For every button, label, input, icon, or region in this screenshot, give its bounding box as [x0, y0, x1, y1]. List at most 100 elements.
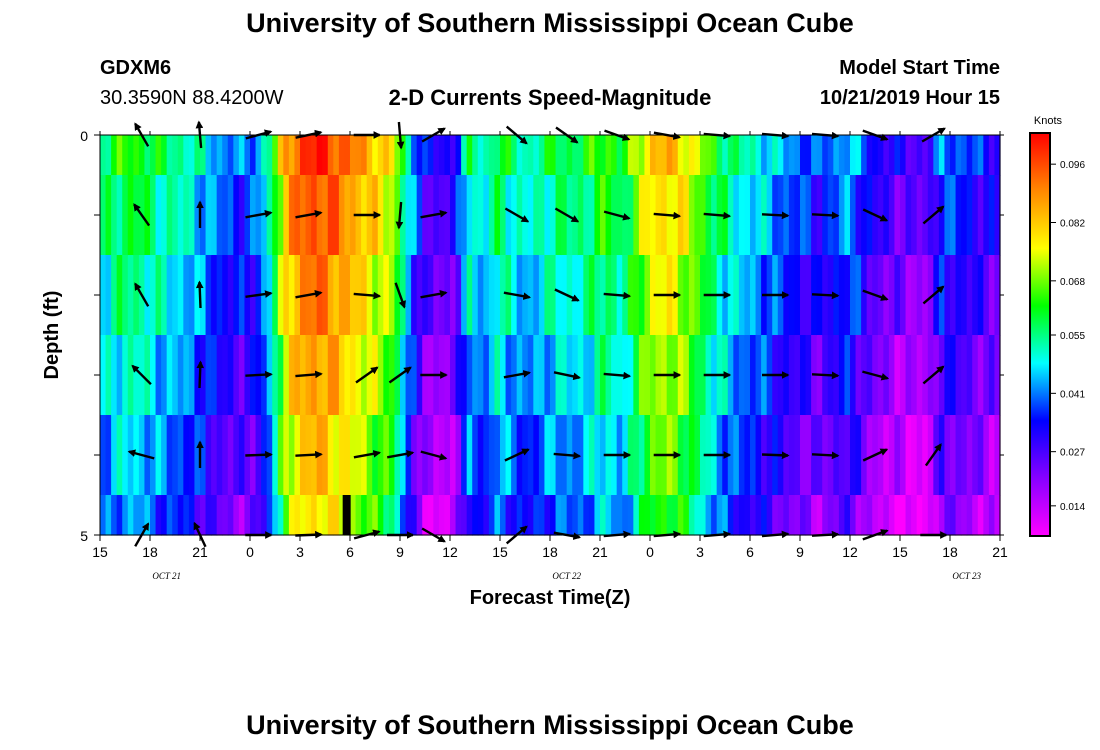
heatmap-cell — [538, 255, 546, 336]
heatmap-cell — [205, 175, 212, 256]
heatmap-cell — [538, 335, 546, 416]
current-vector-arrow — [862, 289, 889, 301]
heatmap-cell — [333, 175, 340, 256]
heatmap-cell — [944, 415, 951, 496]
heatmap-cell — [994, 495, 1001, 536]
heatmap-cell — [116, 175, 123, 256]
heatmap-cell — [205, 335, 212, 416]
x-tick-label: 0 — [246, 544, 254, 560]
current-vector-arrow — [245, 370, 273, 379]
heatmap-cell — [333, 335, 340, 416]
heatmap-cell — [994, 335, 1001, 416]
heatmap-cell — [388, 135, 396, 176]
heatmap-cell — [172, 415, 179, 496]
heatmap-cell — [527, 175, 534, 256]
colorbar-label: 0.055 — [1060, 331, 1085, 342]
heatmap-cell — [488, 335, 496, 416]
heatmap-cell — [122, 335, 129, 416]
heatmap-cell — [911, 255, 918, 336]
colorbar: Knots 0.096 0.082 0.068 0.055 0.041 0.027 0.01… — [1029, 115, 1085, 537]
heatmap-cell — [983, 335, 990, 416]
heatmap-cell — [755, 255, 762, 336]
heatmap-cell — [988, 175, 996, 256]
heatmap-cell — [461, 255, 468, 336]
heatmap-cell — [972, 415, 979, 496]
heatmap-cell — [938, 415, 946, 496]
heatmap-cell — [211, 175, 218, 256]
heatmap-cell — [155, 495, 162, 536]
heatmap-cell — [722, 495, 729, 536]
heatmap-cell — [405, 495, 412, 536]
heatmap-cell — [850, 495, 857, 536]
heatmap-cell — [800, 135, 807, 176]
heatmap-cell — [627, 495, 634, 536]
heatmap-cell — [694, 255, 701, 336]
heatmap-cell — [950, 335, 957, 416]
heatmap-cell — [338, 415, 346, 496]
current-vector-arrow — [245, 290, 273, 298]
heatmap-cell — [600, 495, 607, 536]
heatmap-cell — [200, 135, 207, 176]
current-vector-arrow — [355, 366, 379, 384]
heatmap-cell — [377, 135, 384, 176]
heatmap-cell — [788, 135, 796, 176]
heatmap-cell — [127, 495, 134, 536]
heatmap-cell — [294, 255, 301, 336]
heatmap-cell — [955, 135, 962, 176]
heatmap-cell — [205, 415, 212, 496]
heatmap-cell — [266, 495, 273, 536]
heatmap-cell — [350, 175, 357, 256]
heatmap-cell — [294, 175, 301, 256]
current-vector-arrow — [924, 443, 942, 467]
heatmap-cell — [883, 135, 890, 176]
heatmap-cell — [844, 335, 851, 416]
heatmap-cell — [500, 415, 507, 496]
heatmap-cell — [211, 335, 218, 416]
heatmap-cell — [144, 255, 151, 336]
heatmap-cell — [616, 495, 623, 536]
heatmap-cell — [150, 495, 157, 536]
heatmap-cell — [872, 495, 879, 536]
heatmap-cell — [405, 335, 412, 416]
heatmap-cell — [133, 415, 140, 496]
heatmap-cell — [544, 255, 551, 336]
current-vector-arrow — [420, 290, 448, 299]
heatmap-cell — [138, 495, 146, 536]
heatmap-cell — [472, 415, 479, 496]
heatmap-cell — [544, 335, 551, 416]
heatmap-cell — [716, 495, 723, 536]
heatmap-cell — [916, 495, 923, 536]
heatmap-cell — [711, 495, 718, 536]
heatmap-cell — [138, 135, 146, 176]
heatmap-cell — [972, 495, 979, 536]
heatmap-cell — [111, 415, 118, 496]
current-vector-arrow — [134, 282, 150, 307]
heatmap-cell — [183, 495, 190, 536]
heatmap-cell — [116, 415, 123, 496]
heatmap-cell — [544, 135, 551, 176]
heatmap-cell — [305, 495, 312, 536]
heatmap-cell — [577, 495, 584, 536]
current-vector-arrow — [603, 210, 631, 221]
heatmap-cell — [383, 135, 390, 176]
x-tick-label: 6 — [346, 544, 354, 560]
heatmap-cell — [944, 255, 951, 336]
heatmap-cell — [694, 335, 701, 416]
heatmap-cell — [227, 495, 234, 536]
heatmap-cell — [794, 415, 801, 496]
heatmap-cell — [788, 255, 796, 336]
heatmap-cell — [111, 175, 118, 256]
heatmap-cell — [461, 335, 468, 416]
heatmap-cell — [233, 175, 240, 256]
heatmap-cell — [444, 175, 451, 256]
current-vector-arrow — [295, 210, 323, 219]
heatmap-cell — [405, 175, 412, 256]
heatmap-cell — [650, 135, 657, 176]
heatmap-cell — [916, 255, 923, 336]
heatmap-cell — [466, 495, 473, 536]
heatmap-cell — [905, 415, 912, 496]
heatmap-cell — [483, 175, 490, 256]
heatmap-cell — [961, 415, 968, 496]
heatmap-cell — [850, 175, 857, 256]
heatmap-cell — [700, 255, 707, 336]
